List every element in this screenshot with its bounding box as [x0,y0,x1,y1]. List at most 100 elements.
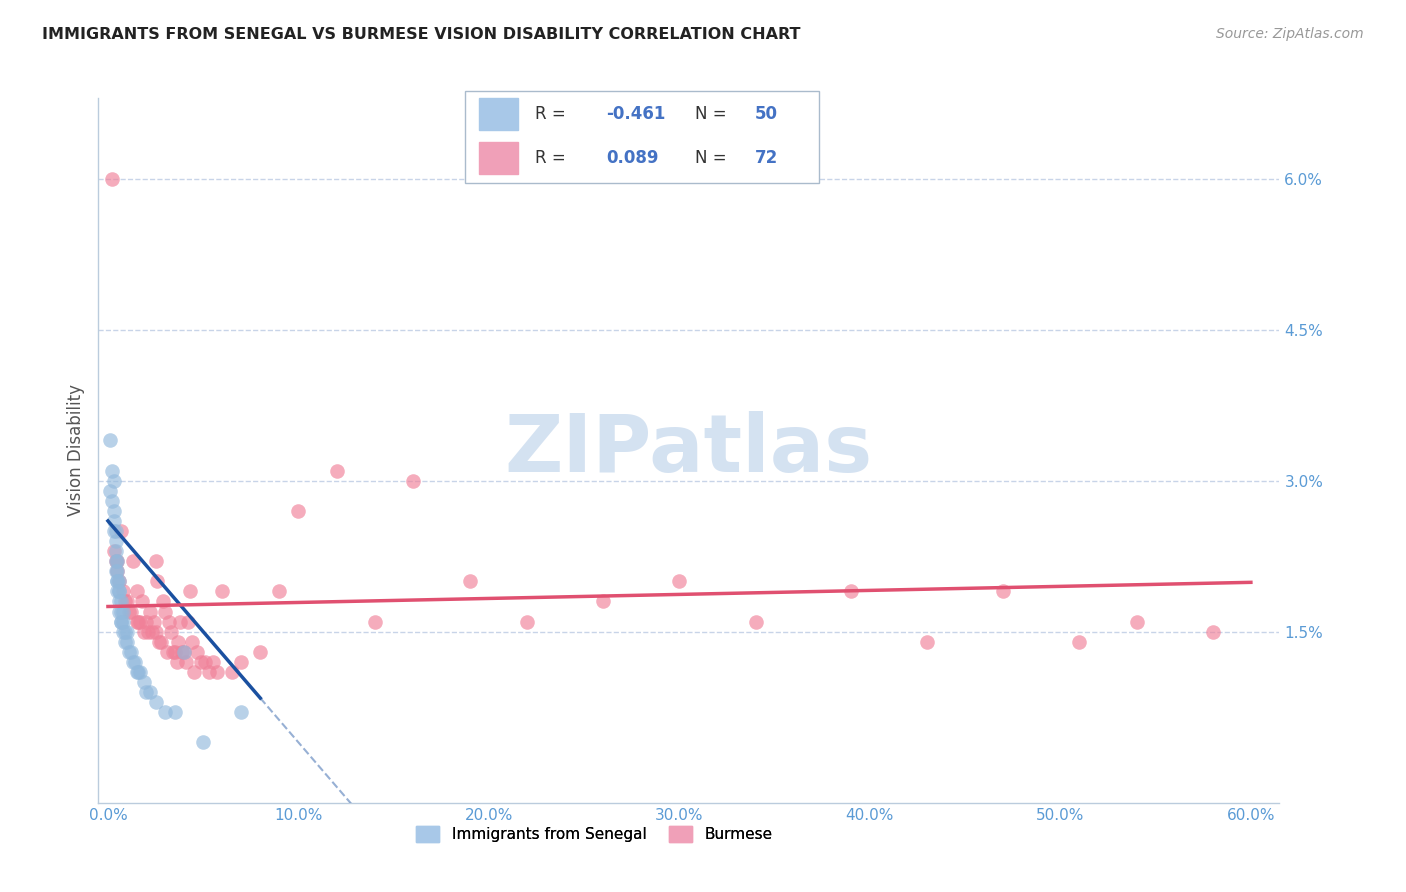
Point [118,645,141,659]
Point [179,584,201,599]
Point [103,474,125,488]
Point [458,574,481,589]
Text: Source: ZipAtlas.com: Source: ZipAtlas.com [1216,27,1364,41]
Point [231,655,253,669]
Point [157,615,180,629]
Point [325,464,347,478]
Point [167,634,190,648]
Point [159,624,181,639]
Point [153,705,176,719]
Point [131,594,153,608]
Point [839,584,862,599]
Point [135,685,157,699]
Point [145,695,167,709]
Point [198,665,221,679]
Point [108,594,131,608]
Point [121,554,143,568]
Point [104,544,127,558]
Point [98,483,121,498]
Point [107,554,129,568]
Point [104,554,127,568]
Point [103,524,125,538]
Point [127,665,149,679]
Point [993,584,1015,599]
Point [127,615,149,629]
Point [139,605,162,619]
Point [915,634,938,648]
Point [194,655,217,669]
Point [744,615,766,629]
Point [103,544,125,558]
Point [107,564,129,578]
Point [592,594,614,608]
Text: ZIPatlas: ZIPatlas [505,411,873,490]
Point [153,605,176,619]
Point [103,514,125,528]
Point [183,665,205,679]
Point [136,624,159,639]
Point [211,584,233,599]
Point [163,645,186,659]
Point [162,645,184,659]
Point [121,655,143,669]
Point [115,624,138,639]
Point [118,605,141,619]
Point [107,564,129,578]
Point [112,584,135,599]
Point [193,735,215,749]
Point [114,624,136,639]
Point [249,645,271,659]
Point [115,594,138,608]
Point [174,655,197,669]
Point [114,594,136,608]
Point [125,584,148,599]
Point [104,564,127,578]
Point [120,605,142,619]
Point [402,474,425,488]
Point [221,665,243,679]
Point [134,624,156,639]
Point [1125,615,1147,629]
Point [103,504,125,518]
Point [516,615,538,629]
Point [668,574,690,589]
Point [112,624,135,639]
Point [110,524,132,538]
Point [129,665,152,679]
Point [107,574,129,589]
Legend: Immigrants from Senegal, Burmese: Immigrants from Senegal, Burmese [411,820,779,848]
Point [110,615,132,629]
Point [287,504,309,518]
Point [173,645,195,659]
Point [163,705,186,719]
Text: IMMIGRANTS FROM SENEGAL VS BURMESE VISION DISABILITY CORRELATION CHART: IMMIGRANTS FROM SENEGAL VS BURMESE VISIO… [42,27,800,42]
Point [139,685,162,699]
Point [152,594,174,608]
Point [104,524,127,538]
Y-axis label: Vision Disability: Vision Disability [66,384,84,516]
Point [107,584,129,599]
Point [145,554,167,568]
Point [146,574,169,589]
Point [104,554,127,568]
Point [150,634,173,648]
Point [169,615,191,629]
Point [166,655,188,669]
Point [115,634,138,648]
Point [108,605,131,619]
Point [156,645,179,659]
Point [98,434,121,448]
Point [180,634,202,648]
Point [108,584,131,599]
Point [110,594,132,608]
Point [110,605,132,619]
Point [110,615,132,629]
Point [186,645,208,659]
Point [124,655,146,669]
Point [201,655,224,669]
Point [190,655,212,669]
Point [112,615,135,629]
Point [134,675,156,690]
Point [269,584,291,599]
Point [231,705,253,719]
